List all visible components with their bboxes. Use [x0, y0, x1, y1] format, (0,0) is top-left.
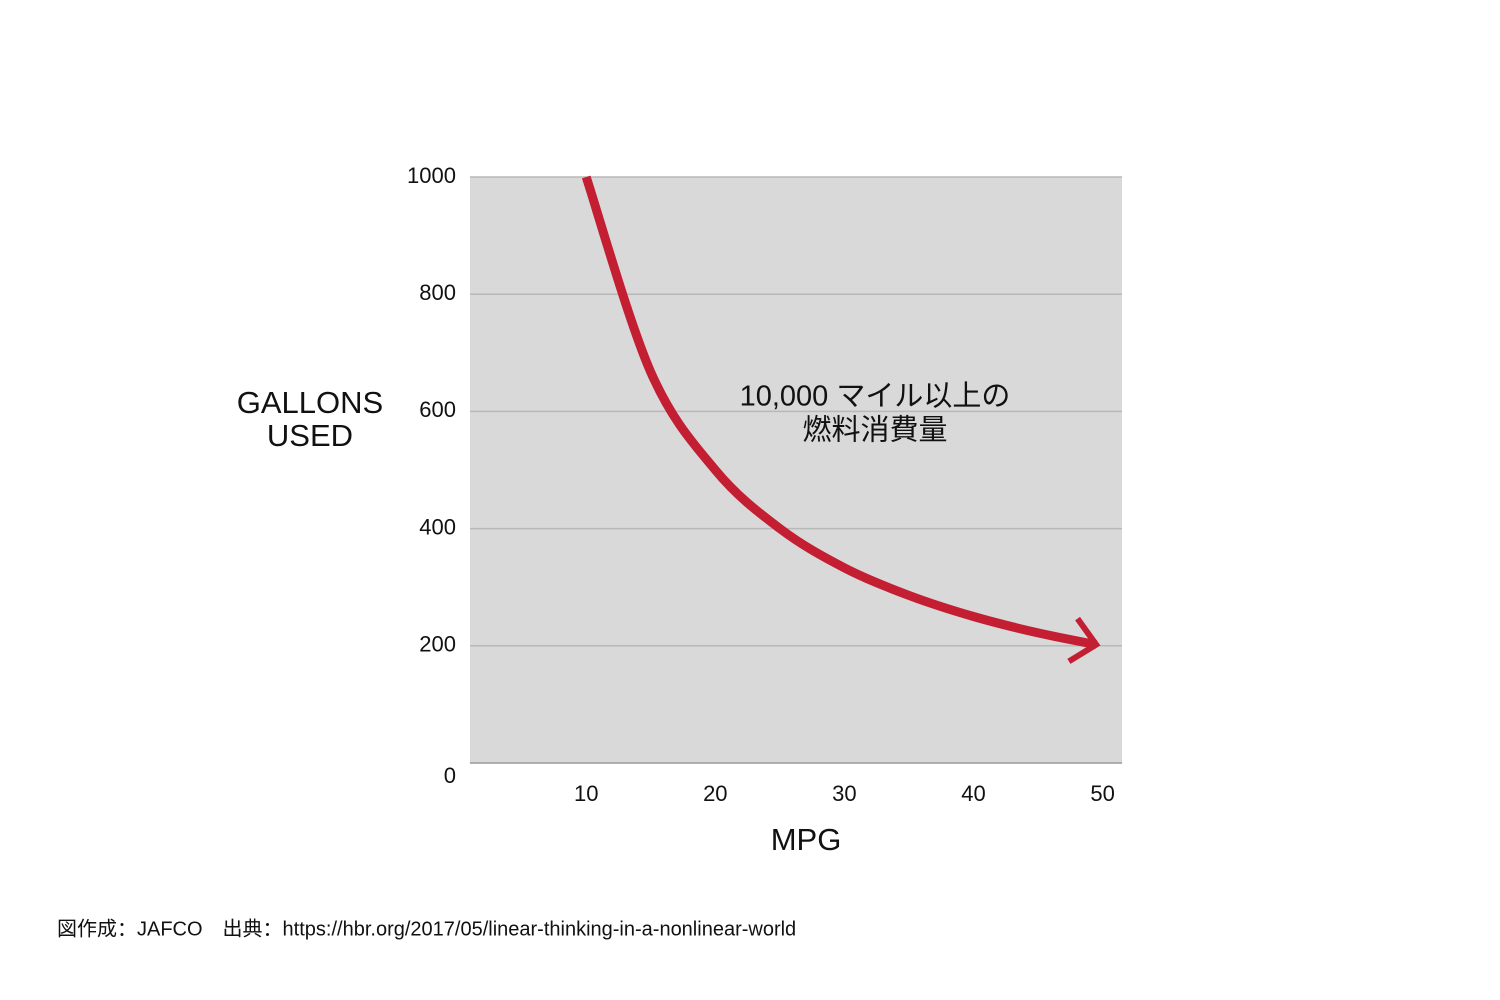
arrow-head — [1067, 616, 1101, 664]
y-tick-label: 800 — [419, 280, 456, 305]
x-tick-label: 40 — [961, 781, 985, 806]
x-tick-label: 50 — [1090, 781, 1114, 806]
y-axis-label: USED — [267, 418, 353, 453]
source: 図作成：JAFCO 出典：https://hbr.org/2017/05/lin… — [57, 917, 796, 940]
y-tick-label: 600 — [419, 397, 456, 422]
x-axis-label: MPG — [771, 822, 842, 857]
curve — [581, 175, 1098, 650]
y-tick-label: 400 — [419, 514, 456, 539]
plot-area — [470, 177, 1122, 763]
y-tick-label: 1000 — [407, 163, 456, 188]
y-axis-label: GALLONS — [237, 385, 383, 420]
y-tick-label: 0 — [444, 763, 456, 788]
x-tick-label: 20 — [703, 781, 727, 806]
x-tick-label: 10 — [574, 781, 598, 806]
annotation: 10,000 マイル以上の — [740, 381, 1011, 413]
annotation: 燃料消費量 — [802, 414, 947, 447]
y-tick-label: 200 — [419, 632, 456, 657]
x-tick-label: 30 — [832, 781, 856, 806]
